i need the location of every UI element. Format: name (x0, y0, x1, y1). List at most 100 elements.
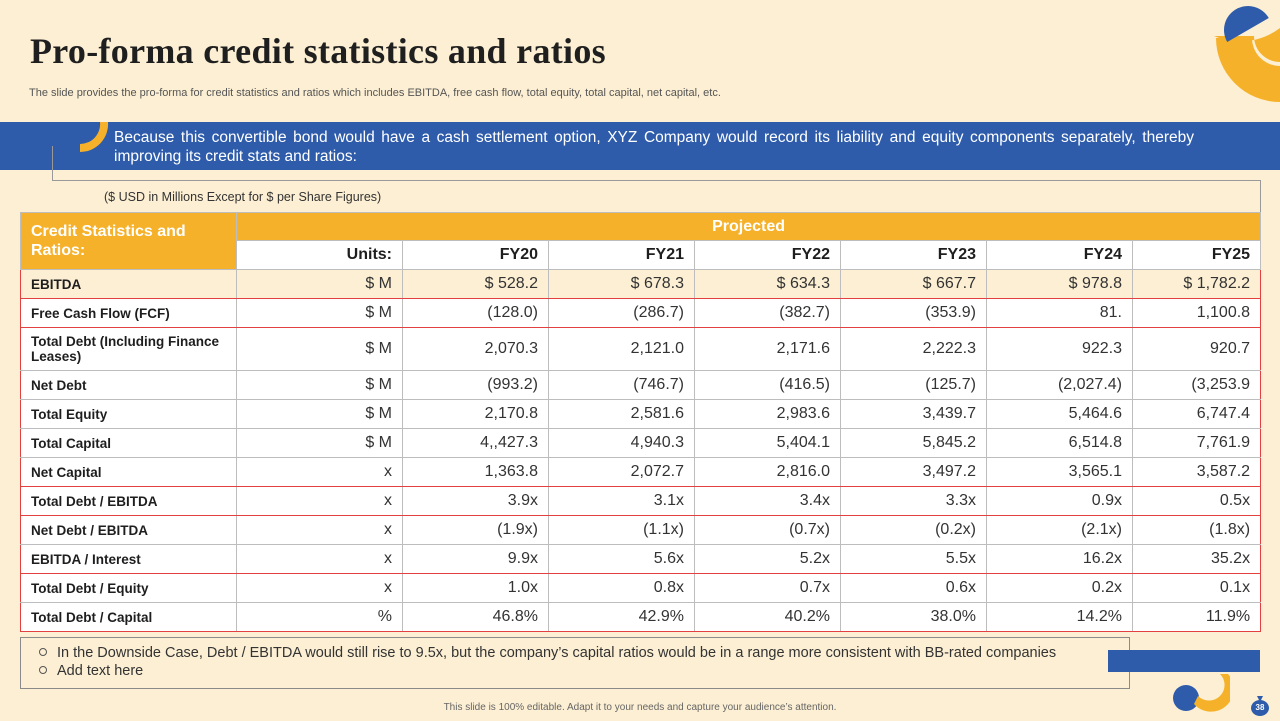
table-cell: (0.2x) (840, 515, 987, 545)
table-cell: 2,070.3 (402, 327, 549, 371)
row-unit: $ M (236, 269, 403, 299)
table-cell: 4,940.3 (548, 428, 695, 458)
banner-text: Because this convertible bond would have… (114, 129, 1194, 165)
table-cell: 0.7x (694, 573, 841, 603)
row-label: Total Capital (20, 428, 237, 458)
table-cell: 920.7 (1131, 327, 1262, 371)
table-cell: (353.9) (840, 298, 987, 328)
table-cell: 1.0x (402, 573, 549, 603)
row-label: Net Debt (20, 370, 237, 400)
circle-bullet-icon (39, 666, 47, 675)
row-unit: x (236, 515, 403, 545)
table-cell: 2,072.7 (548, 457, 695, 487)
units-note: ($ USD in Millions Except for $ per Shar… (104, 190, 382, 204)
table-cell: 2,121.0 (548, 327, 695, 371)
table-row: Total Debt / Equity x 1.0x 0.8x 0.7x 0.6x 0.2x… (20, 573, 1262, 603)
row-unit: x (236, 573, 403, 603)
frame-line (52, 146, 53, 181)
credit-stats-table: Credit Statistics and Ratios: Projected … (20, 212, 1262, 632)
table-cell: (993.2) (402, 370, 549, 400)
table-cell: $ 1,782.2 (1131, 269, 1262, 299)
table-cell: (286.7) (548, 298, 695, 328)
table-cell: 5,464.6 (986, 399, 1133, 429)
year-column-header: FY20 (402, 240, 549, 270)
row-unit: x (236, 544, 403, 574)
table-cell: 3,497.2 (840, 457, 987, 487)
table-cell: 2,816.0 (694, 457, 841, 487)
table-cell: 2,170.8 (402, 399, 549, 429)
table-cell: 9.9x (402, 544, 549, 574)
table-cell: 3.4x (694, 486, 841, 516)
row-label: Total Debt (Including Finance Leases) (20, 327, 237, 371)
table-cell: (1.9x) (402, 515, 549, 545)
table-cell: 3,587.2 (1131, 457, 1262, 487)
table-row: Total Debt (Including Finance Leases) $ M… (20, 327, 1262, 371)
table-cell: 5.6x (548, 544, 695, 574)
row-label: Free Cash Flow (FCF) (20, 298, 237, 328)
table-cell: 6,747.4 (1131, 399, 1262, 429)
table-cell: 3,565.1 (986, 457, 1133, 487)
row-unit: $ M (236, 399, 403, 429)
table-row: Total Debt / Capital% 46.8% 42.9% 40.2% 38.0… (20, 602, 1262, 632)
table-cell: 16.2x (986, 544, 1133, 574)
table-cell: 922.3 (986, 327, 1133, 371)
table-cell: (416.5) (694, 370, 841, 400)
note-text: In the Downside Case, Debt / EBITDA woul… (57, 645, 1057, 661)
slide-title: Pro-forma credit statistics and ratios (30, 31, 606, 71)
row-label: Total Debt / Capital (20, 602, 237, 632)
table-cell: (0.7x) (694, 515, 841, 545)
table-cell: (2.1x) (986, 515, 1133, 545)
units-column-header: Units: (236, 240, 403, 270)
table-cell: 5,404.1 (694, 428, 841, 458)
table-cell: 2,222.3 (840, 327, 987, 371)
table-cell: 40.2% (694, 602, 841, 632)
table-cell: 38.0% (840, 602, 987, 632)
projected-header: Projected (235, 212, 1262, 241)
table-row: Total Equity $ M 2,170.8 2,581.6 2,983.6 3,43… (20, 399, 1262, 429)
table-cell: 0.6x (840, 573, 987, 603)
table-cell: 0.8x (548, 573, 695, 603)
table-cell: (1.1x) (548, 515, 695, 545)
info-banner: Because this convertible bond would have… (0, 122, 1280, 170)
table-cell: 5,845.2 (840, 428, 987, 458)
table-cell: 4,,427.3 (402, 428, 549, 458)
table-cell: (746.7) (548, 370, 695, 400)
row-label: Total Equity (20, 399, 237, 429)
year-column-header: FY25 (1131, 240, 1262, 270)
year-column-header: FY22 (694, 240, 841, 270)
table-row: EBITDA / Interest x 9.9x 5.6x 5.2x 5.5x 16.2x 3… (20, 544, 1262, 574)
table-cell: $ 667.7 (840, 269, 987, 299)
table-cell: (125.7) (840, 370, 987, 400)
table-cell: 14.2% (986, 602, 1133, 632)
row-unit: x (236, 457, 403, 487)
table-row: Total Capital $ M 4,,427.3 4,940.3 5,404.1 5,… (20, 428, 1262, 458)
table-cell: 42.9% (548, 602, 695, 632)
table-row: Net Capital x 1,363.8 2,072.7 2,816.0 3,497.2… (20, 457, 1262, 487)
page-number-badge: 38 (1250, 694, 1270, 716)
table-cell: $ 634.3 (694, 269, 841, 299)
table-cell: 0.1x (1131, 573, 1262, 603)
table-cell: (1.8x) (1131, 515, 1262, 545)
row-unit: $ M (236, 327, 403, 371)
row-label: EBITDA / Interest (20, 544, 237, 574)
table-cell: (3,253.9 (1131, 370, 1262, 400)
row-unit: $ M (236, 370, 403, 400)
notes-box: In the Downside Case, Debt / EBITDA woul… (20, 637, 1130, 689)
table-cell: 0.2x (986, 573, 1133, 603)
table-cell: $ 678.3 (548, 269, 695, 299)
table-cell: $ 978.8 (986, 269, 1133, 299)
table-cell: 11.9% (1131, 602, 1262, 632)
row-label: Net Debt / EBITDA (20, 515, 237, 545)
note-text: Add text here (57, 663, 144, 679)
table-cell: 3,439.7 (840, 399, 987, 429)
circle-bullet-icon (39, 648, 47, 657)
table-header-title: Credit Statistics and Ratios: (20, 212, 237, 270)
year-column-header: FY23 (840, 240, 987, 270)
table-row: Free Cash Flow (FCF) $ M (128.0) (286.7) (38… (20, 298, 1262, 328)
table-cell: 81. (986, 298, 1133, 328)
table-cell: $ 528.2 (402, 269, 549, 299)
table-cell: 3.1x (548, 486, 695, 516)
table-cell: 2,983.6 (694, 399, 841, 429)
row-label: Net Capital (20, 457, 237, 487)
table-cell: 3.3x (840, 486, 987, 516)
